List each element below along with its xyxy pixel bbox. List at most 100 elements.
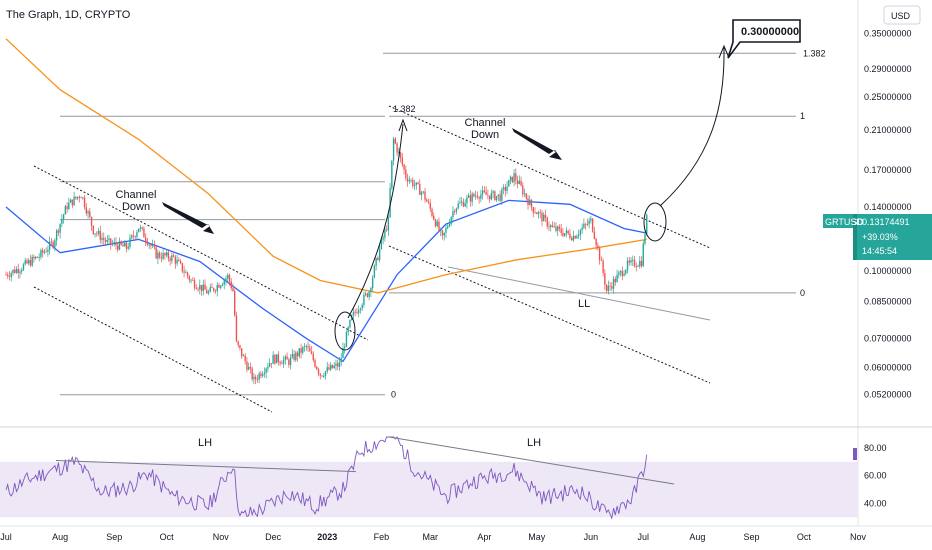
candle-body [108, 238, 110, 240]
time-tick-label: Jun [584, 532, 599, 542]
candle-body [558, 226, 561, 229]
candle-body [572, 236, 575, 241]
candle-body [525, 193, 527, 199]
candle-body [450, 217, 452, 225]
candle-body [298, 348, 301, 357]
time-tick-label: Apr [477, 532, 491, 542]
candle-body [260, 373, 262, 377]
price-tick-label: 0.35000000 [864, 28, 912, 38]
candle-body [509, 176, 512, 181]
arrow-icon [512, 128, 562, 160]
candle-body [71, 199, 74, 206]
candle-body [221, 284, 224, 286]
candle-body [8, 276, 11, 278]
candle-body [579, 229, 582, 235]
target-callout: 0.30000000 [727, 19, 801, 59]
candle-body [441, 230, 444, 236]
arrow-head-icon [718, 44, 730, 59]
candle-body [626, 260, 629, 270]
candle-body [448, 224, 451, 227]
candle-body [598, 247, 601, 261]
candle-body [139, 227, 142, 229]
candle-body [144, 237, 147, 242]
time-tick-label: Sep [106, 532, 122, 542]
candle-body [64, 206, 67, 215]
candle-body [48, 241, 51, 250]
candle-body [134, 236, 136, 238]
candle-body [511, 176, 514, 183]
candle-body [371, 277, 374, 289]
candle-body [426, 199, 428, 202]
candle-body [129, 237, 131, 248]
candle-body [338, 362, 341, 367]
candle-body [323, 376, 325, 377]
candle-body [307, 346, 309, 348]
price-axis[interactable]: 0.35000000 0.29000000 0.25000000 0.21000000… [864, 28, 912, 508]
candle-body [453, 211, 456, 212]
candle-body [167, 252, 170, 259]
candle-body [47, 249, 49, 252]
candle-body [422, 191, 424, 193]
candle-body [52, 241, 54, 248]
candle-body [218, 284, 220, 288]
candle-body [181, 263, 184, 272]
candle-body [118, 241, 121, 250]
candle-body [377, 257, 379, 261]
candle-body [387, 217, 390, 231]
candle-body [17, 268, 19, 274]
time-axis[interactable]: Jul Aug Sep Oct Nov Dec 2023 Feb Mar Apr May Jun Jul… [0, 532, 866, 542]
candle-body [26, 260, 28, 264]
candle-body [90, 216, 93, 226]
candle-body [537, 212, 540, 215]
rsi-line [5, 436, 675, 520]
candle-body [38, 257, 40, 258]
candle-body [270, 363, 273, 365]
candle-body [557, 226, 559, 231]
candle-body [281, 363, 283, 365]
candle-body [331, 364, 334, 369]
candle-body [22, 264, 25, 271]
candle-body [417, 182, 419, 184]
candle-body [628, 260, 630, 263]
candle-body [150, 244, 152, 246]
price-badge-change: +39.03% [862, 232, 898, 242]
candle-body [80, 197, 82, 199]
candle-body [24, 260, 26, 265]
candle-body [633, 259, 636, 267]
candle-body [57, 230, 60, 233]
candle-body [176, 259, 178, 264]
lh-label: LH [198, 437, 212, 449]
candle-body [96, 233, 98, 235]
candle-body [495, 195, 498, 201]
rsi-band [0, 461, 858, 518]
candle-body [185, 272, 187, 274]
candle-body [195, 287, 198, 289]
candle-body [527, 198, 529, 206]
candle-body [574, 236, 576, 239]
candle-body [106, 239, 108, 242]
candle-body [508, 180, 510, 187]
candle-body [366, 293, 369, 297]
candle-body [625, 269, 627, 274]
candle-body [563, 233, 566, 236]
currency-button[interactable] [883, 5, 921, 25]
candle-body [529, 199, 531, 206]
fib-level-label: 1 [800, 111, 805, 121]
candle-body [548, 226, 550, 228]
candle-body [497, 194, 500, 196]
candle-body [29, 260, 32, 266]
candle-body [490, 192, 493, 200]
candle-body [459, 202, 461, 204]
candle-body [132, 235, 135, 237]
candle-body [225, 278, 227, 281]
candle-body [151, 245, 154, 246]
candle-body [488, 195, 491, 200]
candle-body [249, 366, 252, 369]
candle-body [289, 357, 292, 365]
candle-body [447, 226, 449, 228]
candle-body [595, 238, 597, 246]
candle-body [474, 195, 477, 197]
candle-body [440, 230, 442, 232]
rsi-tick-label: 80.00 [864, 443, 887, 453]
candle-body [352, 311, 355, 316]
